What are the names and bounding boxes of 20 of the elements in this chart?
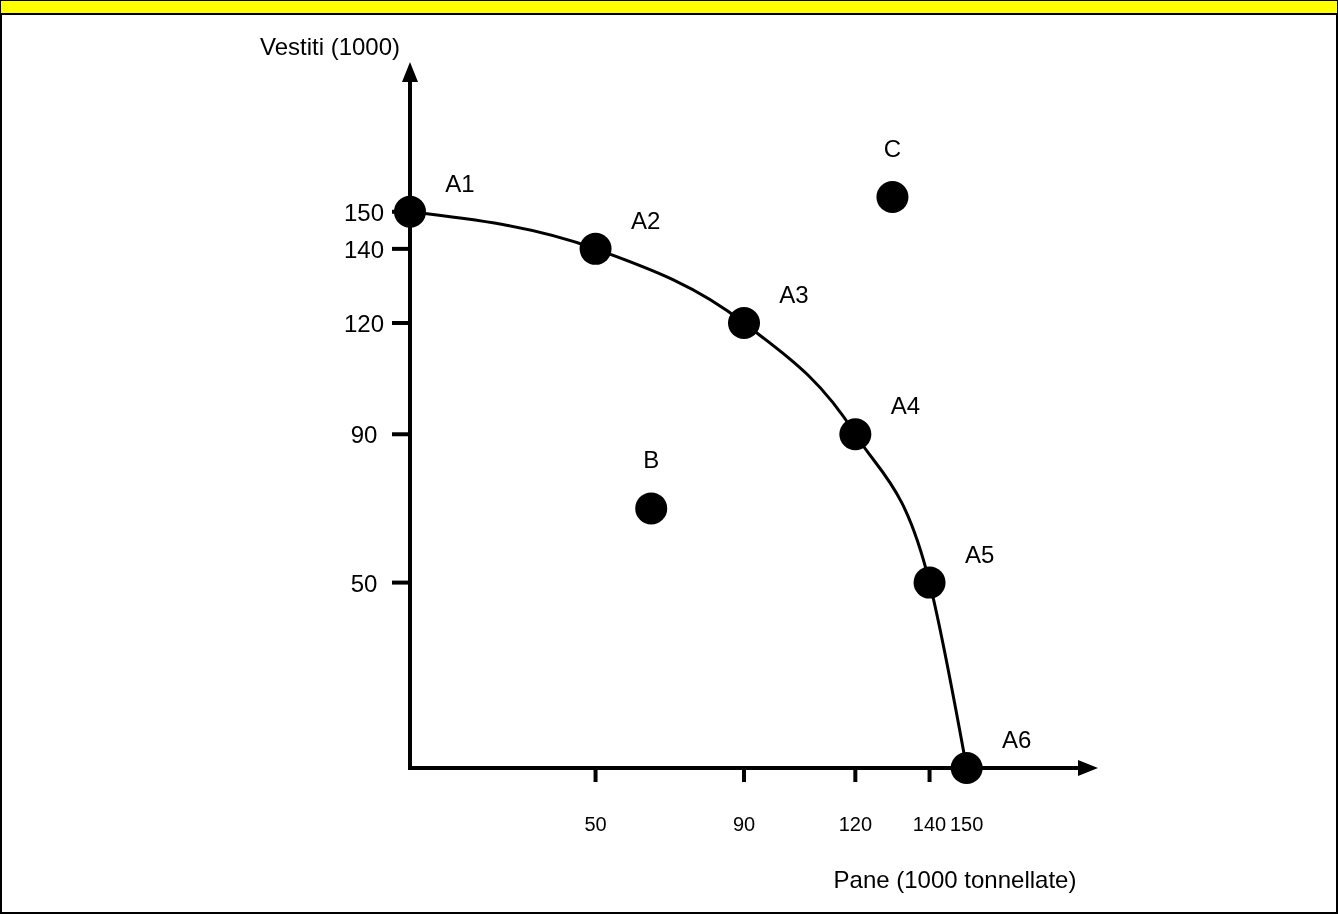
annotation: A1 <box>445 169 475 197</box>
x-tick-label: 120 <box>838 813 873 835</box>
annotation: A3 <box>779 281 809 309</box>
x-axis-title: Pane (1000 tonnellate) <box>833 866 1077 893</box>
y-tick-label: 90 <box>350 421 378 449</box>
x-tick-label: 150 <box>949 813 984 835</box>
x-tick-label: 90 <box>732 813 756 835</box>
annotation: C <box>883 134 902 162</box>
y-tick-label: 140 <box>343 235 385 263</box>
annotation: A2 <box>630 206 661 234</box>
y-tick-label: 50 <box>350 569 378 597</box>
y-tick-label: 150 <box>343 198 385 226</box>
annotation: A5 <box>964 540 995 568</box>
x-tick-label: 140 <box>912 813 947 835</box>
annotation: A6 <box>1001 726 1032 753</box>
x-tick-label: 50 <box>584 813 607 835</box>
y-axis-title: Vestiti (1000) <box>259 33 401 60</box>
y-tick-label: 120 <box>343 310 385 338</box>
annotation: B <box>643 446 660 474</box>
annotation: A4 <box>890 392 921 420</box>
